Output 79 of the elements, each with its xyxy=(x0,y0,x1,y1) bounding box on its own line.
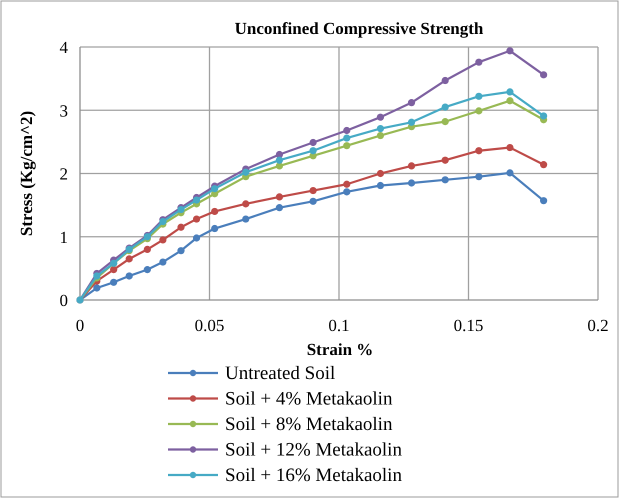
point xyxy=(110,278,118,286)
x-tick-label: 0.15 xyxy=(454,316,484,335)
point xyxy=(376,170,384,178)
point xyxy=(192,196,200,204)
point xyxy=(144,246,151,253)
point xyxy=(177,224,185,231)
y-tick-label: 2 xyxy=(60,164,68,184)
y-tick-label: 0 xyxy=(60,291,68,310)
point xyxy=(110,266,118,274)
point xyxy=(276,156,284,164)
legend-label: Soil + 16% Metakaolin xyxy=(225,465,402,486)
point xyxy=(242,200,250,208)
point xyxy=(211,208,218,216)
point xyxy=(408,162,416,170)
point xyxy=(506,144,514,152)
point xyxy=(343,188,350,196)
point xyxy=(310,138,317,146)
point xyxy=(126,255,133,262)
x-tick-label: 0.2 xyxy=(587,316,609,335)
point xyxy=(475,173,482,180)
point xyxy=(540,112,548,120)
point xyxy=(276,162,284,170)
point xyxy=(442,76,449,84)
point xyxy=(475,58,482,66)
point xyxy=(159,236,166,244)
point xyxy=(408,99,416,106)
point xyxy=(376,114,384,121)
y-tick-label: 3 xyxy=(60,101,68,120)
point xyxy=(475,92,482,100)
point xyxy=(442,156,449,164)
point xyxy=(343,134,350,142)
x-axis-title: Strain % xyxy=(306,340,374,359)
chart-title: Unconfined Compressive Strength xyxy=(234,19,484,38)
point xyxy=(144,266,151,274)
point xyxy=(442,103,449,111)
point xyxy=(506,47,514,54)
point xyxy=(376,124,384,132)
point xyxy=(343,180,350,188)
point xyxy=(506,169,514,176)
point xyxy=(126,272,133,280)
point xyxy=(506,88,514,96)
point xyxy=(242,215,250,223)
x-tick-label: 0.1 xyxy=(328,316,350,335)
point xyxy=(376,132,384,140)
point xyxy=(310,147,317,154)
point xyxy=(442,176,449,184)
point xyxy=(540,161,548,168)
point xyxy=(310,186,317,194)
point xyxy=(343,126,350,134)
point xyxy=(192,234,200,242)
point xyxy=(242,168,250,176)
point xyxy=(211,224,218,232)
point xyxy=(276,193,284,200)
point xyxy=(177,247,185,254)
point xyxy=(506,97,514,104)
point xyxy=(159,258,166,266)
legend-label: Soil + 8% Metakaolin xyxy=(225,414,393,435)
point xyxy=(93,284,100,292)
point xyxy=(343,142,350,150)
point xyxy=(310,198,317,205)
legend-label: Soil + 12% Metakaolin xyxy=(225,440,402,460)
point xyxy=(540,71,548,78)
legend-label: Untreated Soil xyxy=(225,363,336,384)
point xyxy=(376,182,384,190)
point xyxy=(442,118,449,126)
y-axis-title: Stress (Kg/cm^2) xyxy=(17,110,36,236)
point xyxy=(540,197,548,204)
point xyxy=(408,179,416,187)
point xyxy=(192,215,200,223)
point xyxy=(475,147,482,154)
legend-label: Soil + 4% Metakaolin xyxy=(225,388,393,410)
point xyxy=(276,204,284,212)
y-tick-label: 4 xyxy=(60,38,68,57)
point xyxy=(211,185,218,192)
y-tick-label: 1 xyxy=(60,228,68,247)
point xyxy=(408,118,416,126)
x-tick-label: 0.05 xyxy=(194,316,224,335)
point xyxy=(475,107,482,114)
x-tick-label: 0 xyxy=(76,316,84,335)
